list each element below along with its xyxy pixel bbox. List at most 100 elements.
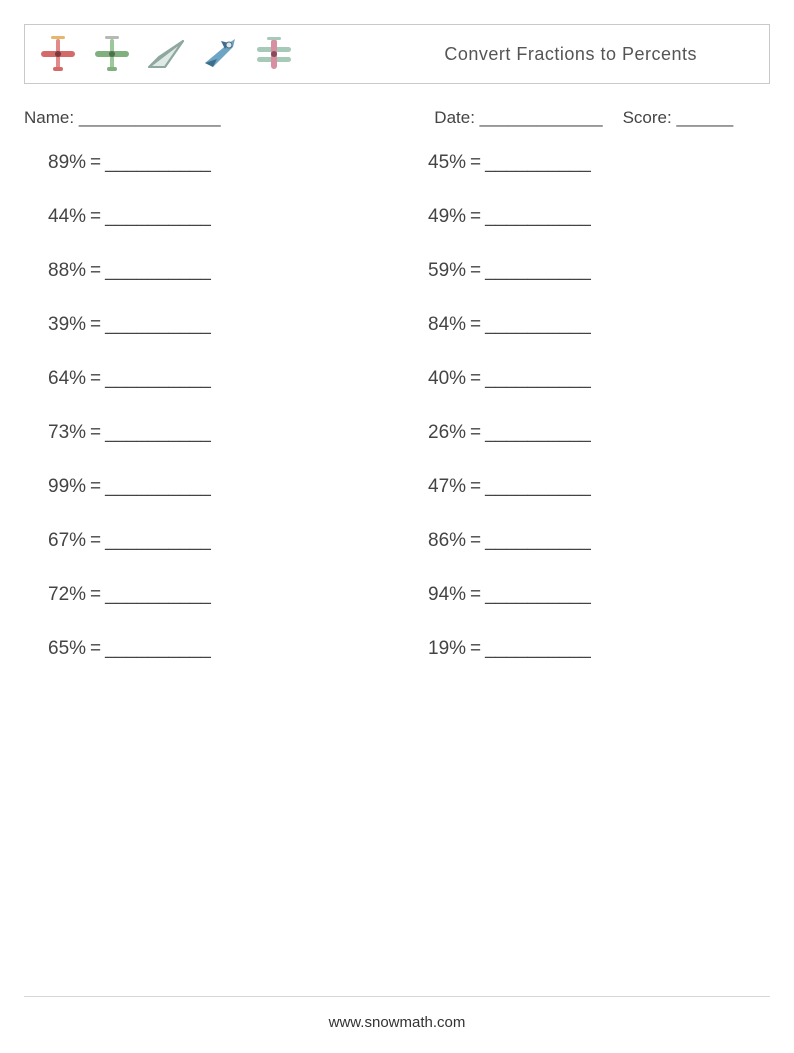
percent-value: 59% <box>428 260 466 282</box>
worksheet-header: Convert Fractions to Percents <box>24 24 770 84</box>
answer-blank: __________ <box>485 476 591 498</box>
percent-value: 94% <box>428 584 466 606</box>
problem-item[interactable]: 72% = __________ <box>48 584 388 606</box>
percent-value: 65% <box>48 638 86 660</box>
problem-item[interactable]: 19% = __________ <box>428 638 768 660</box>
jet-teal-icon <box>199 33 241 75</box>
equals-sign: = <box>90 422 101 444</box>
answer-blank: __________ <box>105 530 211 552</box>
student-info-row: Name: _______________ Date: ____________… <box>24 108 770 128</box>
answer-blank: __________ <box>105 584 211 606</box>
name-label: Name: <box>24 108 74 127</box>
problem-item[interactable]: 26% = __________ <box>428 422 768 444</box>
answer-blank: __________ <box>485 584 591 606</box>
answer-blank: __________ <box>485 206 591 228</box>
score-field[interactable]: Score: ______ <box>623 108 734 128</box>
answer-blank: __________ <box>485 368 591 390</box>
equals-sign: = <box>470 152 481 174</box>
percent-value: 49% <box>428 206 466 228</box>
percent-value: 86% <box>428 530 466 552</box>
equals-sign: = <box>470 314 481 336</box>
percent-value: 39% <box>48 314 86 336</box>
problem-item[interactable]: 86% = __________ <box>428 530 768 552</box>
percent-value: 19% <box>428 638 466 660</box>
answer-blank: __________ <box>485 530 591 552</box>
percent-value: 89% <box>48 152 86 174</box>
worksheet-title: Convert Fractions to Percents <box>444 44 757 65</box>
score-label: Score: <box>623 108 672 127</box>
equals-sign: = <box>470 530 481 552</box>
equals-sign: = <box>90 152 101 174</box>
percent-value: 44% <box>48 206 86 228</box>
equals-sign: = <box>90 476 101 498</box>
answer-blank: __________ <box>105 422 211 444</box>
equals-sign: = <box>90 368 101 390</box>
equals-sign: = <box>90 584 101 606</box>
problem-item[interactable]: 44% = __________ <box>48 206 388 228</box>
answer-blank: __________ <box>105 260 211 282</box>
problem-item[interactable]: 88% = __________ <box>48 260 388 282</box>
equals-sign: = <box>470 638 481 660</box>
percent-value: 72% <box>48 584 86 606</box>
answer-blank: __________ <box>485 314 591 336</box>
percent-value: 84% <box>428 314 466 336</box>
date-label: Date: <box>434 108 475 127</box>
equals-sign: = <box>470 476 481 498</box>
answer-blank: __________ <box>105 206 211 228</box>
answer-blank: __________ <box>105 152 211 174</box>
problem-grid: 89% = __________44% = __________88% = __… <box>24 152 770 660</box>
problem-item[interactable]: 89% = __________ <box>48 152 388 174</box>
problem-item[interactable]: 67% = __________ <box>48 530 388 552</box>
problem-item[interactable]: 73% = __________ <box>48 422 388 444</box>
problem-item[interactable]: 49% = __________ <box>428 206 768 228</box>
name-field[interactable]: Name: _______________ <box>24 108 434 128</box>
equals-sign: = <box>90 260 101 282</box>
problem-column-1: 89% = __________44% = __________88% = __… <box>48 152 388 660</box>
score-blank: ______ <box>676 108 733 127</box>
answer-blank: __________ <box>485 422 591 444</box>
worksheet-page: Convert Fractions to Percents Name: ____… <box>0 0 794 660</box>
equals-sign: = <box>90 206 101 228</box>
equals-sign: = <box>470 584 481 606</box>
airplane-red-icon <box>37 33 79 75</box>
answer-blank: __________ <box>485 260 591 282</box>
problem-item[interactable]: 65% = __________ <box>48 638 388 660</box>
problem-item[interactable]: 64% = __________ <box>48 368 388 390</box>
problem-item[interactable]: 47% = __________ <box>428 476 768 498</box>
answer-blank: __________ <box>105 314 211 336</box>
name-blank: _______________ <box>79 108 221 127</box>
paper-plane-icon <box>145 33 187 75</box>
equals-sign: = <box>470 368 481 390</box>
airplane-green-icon <box>91 33 133 75</box>
percent-value: 64% <box>48 368 86 390</box>
problem-item[interactable]: 39% = __________ <box>48 314 388 336</box>
percent-value: 88% <box>48 260 86 282</box>
answer-blank: __________ <box>105 638 211 660</box>
percent-value: 40% <box>428 368 466 390</box>
equals-sign: = <box>90 638 101 660</box>
date-field[interactable]: Date: _____________ <box>434 108 602 128</box>
problem-item[interactable]: 45% = __________ <box>428 152 768 174</box>
footer-divider <box>24 996 770 997</box>
percent-value: 67% <box>48 530 86 552</box>
equals-sign: = <box>90 530 101 552</box>
problem-item[interactable]: 84% = __________ <box>428 314 768 336</box>
percent-value: 26% <box>428 422 466 444</box>
problem-item[interactable]: 59% = __________ <box>428 260 768 282</box>
equals-sign: = <box>470 260 481 282</box>
problem-column-2: 45% = __________49% = __________59% = __… <box>428 152 768 660</box>
answer-blank: __________ <box>105 476 211 498</box>
percent-value: 47% <box>428 476 466 498</box>
answer-blank: __________ <box>485 152 591 174</box>
equals-sign: = <box>470 422 481 444</box>
percent-value: 73% <box>48 422 86 444</box>
percent-value: 99% <box>48 476 86 498</box>
equals-sign: = <box>470 206 481 228</box>
problem-item[interactable]: 40% = __________ <box>428 368 768 390</box>
problem-item[interactable]: 99% = __________ <box>48 476 388 498</box>
problem-item[interactable]: 94% = __________ <box>428 584 768 606</box>
answer-blank: __________ <box>485 638 591 660</box>
airplane-icon-row <box>37 33 295 75</box>
footer-link[interactable]: www.snowmath.com <box>0 1014 794 1031</box>
answer-blank: __________ <box>105 368 211 390</box>
